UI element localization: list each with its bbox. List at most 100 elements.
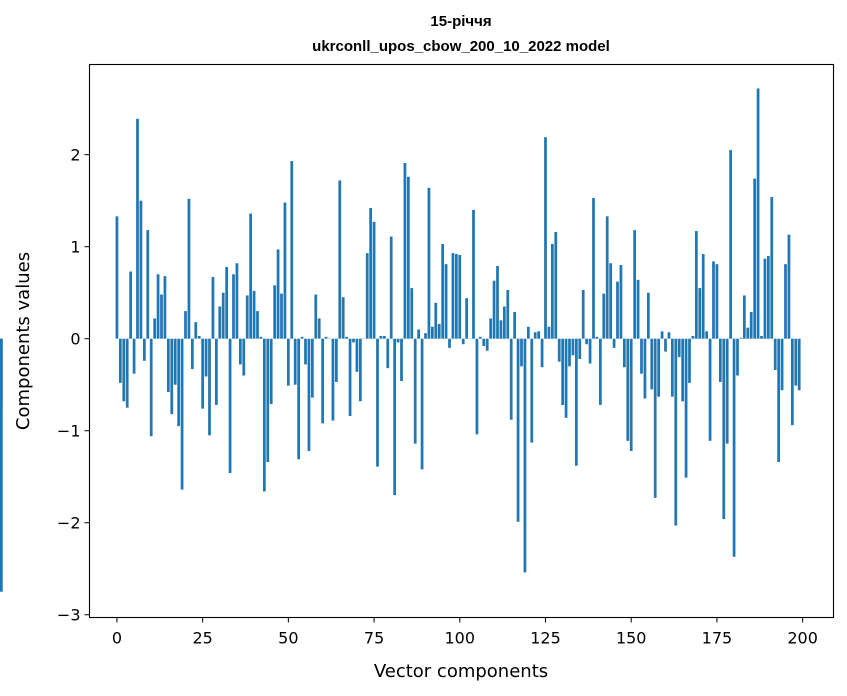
bar-192 [773, 338, 777, 370]
bar-107 [482, 338, 486, 347]
bar-105 [475, 338, 479, 435]
bar-74 [369, 208, 373, 339]
bar-65 [338, 180, 342, 339]
bar-111 [496, 266, 499, 339]
bar-22 [190, 338, 194, 370]
bar-182 [739, 337, 743, 339]
bar-171 [701, 254, 705, 339]
bar-186 [753, 178, 757, 339]
bar-148 [622, 338, 626, 368]
bar-95 [441, 243, 445, 339]
bar-64 [334, 338, 338, 382]
bar-88 [417, 329, 421, 339]
bar-151 [633, 230, 637, 339]
bar-140 [595, 336, 599, 339]
bar-69 [352, 338, 355, 343]
bar-114 [506, 289, 510, 339]
bar-102 [465, 298, 469, 339]
bar-4 [129, 271, 133, 339]
bar-181 [736, 338, 739, 376]
bar-184 [746, 327, 750, 339]
x-tick-label-200: 200 [787, 629, 818, 648]
bar-194 [780, 338, 784, 391]
bar-49 [283, 202, 287, 339]
bar-45 [269, 338, 273, 405]
bar-7 [139, 200, 143, 339]
bar-195 [784, 264, 787, 339]
bar-30 [218, 306, 222, 339]
bar-190 [766, 255, 770, 339]
y-axis-label: Components values [13, 252, 34, 430]
bar-104 [472, 209, 475, 339]
bar-undefined [0, 338, 3, 592]
bar-54 [300, 336, 304, 339]
bar-70 [355, 338, 359, 372]
bar-124 [540, 338, 544, 368]
bar-139 [592, 197, 595, 339]
bar-142 [602, 293, 606, 339]
bar-100 [458, 254, 462, 339]
bar-169 [694, 231, 698, 339]
bar-122 [533, 332, 537, 339]
bar-48 [280, 293, 283, 339]
bar-119 [523, 338, 527, 573]
bar-138 [588, 338, 592, 364]
bar-83 [400, 338, 403, 382]
bar-132 [568, 338, 571, 367]
bar-110 [492, 280, 496, 339]
bar-79 [386, 338, 390, 369]
bar-1 [118, 338, 122, 383]
bar-6 [136, 118, 139, 339]
bar-180 [732, 338, 736, 557]
bar-96 [444, 264, 448, 339]
bar-163 [674, 338, 678, 526]
bar-162 [670, 338, 674, 397]
bar-130 [561, 338, 565, 405]
bar-189 [763, 258, 767, 339]
bar-121 [530, 338, 534, 443]
bar-98 [451, 253, 455, 339]
bar-33 [228, 338, 232, 474]
bar-undefined [0, 338, 3, 402]
bar-165 [681, 338, 685, 402]
bar-26 [204, 338, 208, 377]
bar-97 [448, 338, 451, 348]
x-tick-label-175: 175 [702, 629, 733, 648]
bar-20 [184, 311, 187, 339]
bar-133 [571, 338, 575, 356]
bar-35 [235, 263, 239, 339]
bar-42 [259, 336, 263, 339]
bar-67 [345, 336, 349, 339]
bar-159 [660, 331, 664, 339]
bar-36 [238, 338, 242, 365]
bar-18 [177, 338, 181, 427]
bar-44 [266, 338, 270, 462]
bar-51 [290, 161, 294, 339]
bar-92 [430, 326, 434, 339]
bar-53 [297, 338, 301, 460]
y-axis-ticks: −3 −2 −1 0 1 2 [57, 146, 90, 625]
x-tick-label-0: 0 [112, 629, 122, 648]
y-tick-label-0: 0 [70, 330, 80, 349]
bar-81 [393, 338, 397, 496]
bar-141 [598, 338, 602, 405]
bar-27 [208, 338, 211, 436]
bar-158 [657, 338, 661, 397]
x-tick-label-75: 75 [364, 629, 384, 648]
x-tick-label-50: 50 [278, 629, 298, 648]
bar-23 [194, 322, 198, 339]
bar-85 [406, 176, 410, 339]
x-tick-label-150: 150 [616, 629, 647, 648]
chart-title: 15-річчя [430, 13, 491, 30]
bar-37 [242, 338, 246, 376]
bar-56 [307, 338, 311, 451]
bar-191 [770, 197, 774, 339]
bar-55 [304, 338, 307, 365]
bar-120 [526, 326, 530, 339]
bar-198 [794, 338, 798, 386]
bar-63 [331, 338, 335, 421]
bar-50 [286, 338, 290, 386]
x-tick-label-100: 100 [445, 629, 476, 648]
bar-41 [256, 311, 259, 339]
